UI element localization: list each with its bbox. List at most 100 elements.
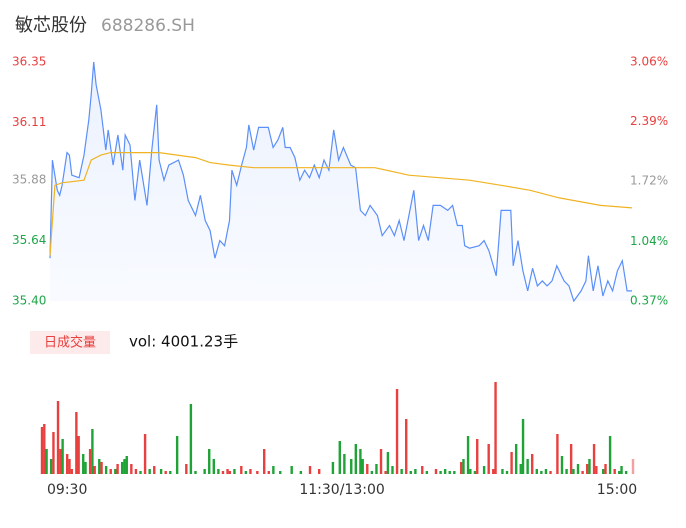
volume-bar: [540, 471, 543, 474]
volume-bar: [279, 471, 282, 474]
volume-bar: [350, 459, 353, 474]
volume-bar: [576, 464, 580, 474]
x-tick-label: 09:30: [47, 482, 87, 498]
volume-bar: [59, 449, 62, 474]
volume-bar: [572, 469, 575, 474]
volume-bar: [109, 469, 112, 474]
volume-bar: [256, 471, 259, 474]
volume-bar: [569, 444, 573, 474]
volume-bar: [244, 471, 248, 474]
volume-bar: [421, 466, 424, 474]
volume-bar: [308, 466, 312, 474]
volume-bar: [462, 459, 465, 474]
volume-bar: [68, 459, 71, 474]
volume-bar: [139, 471, 142, 474]
volume-bar: [159, 469, 163, 474]
legend-label: 日成交量: [44, 335, 96, 351]
volume-bar: [88, 449, 92, 474]
volume-bar: [531, 454, 534, 474]
y-tick-label: 35.64: [12, 233, 46, 247]
volume-bar: [130, 464, 133, 474]
legend-badge: [30, 331, 110, 354]
volume-bar: [434, 469, 438, 474]
y-tick-label: 35.40: [12, 294, 46, 308]
volume-bar: [217, 469, 220, 474]
volume-bar: [70, 469, 73, 474]
volume-bar: [228, 471, 232, 474]
volume-bar: [501, 469, 504, 474]
volume-bar: [125, 456, 128, 474]
volume-bar: [56, 401, 60, 474]
volume-bar: [77, 436, 80, 474]
volume-bar: [526, 459, 529, 474]
volume-bar: [82, 454, 85, 474]
volume-bar: [338, 441, 341, 474]
volume-bar: [544, 469, 548, 474]
volume-bar: [608, 436, 612, 474]
volume-bar: [519, 464, 522, 474]
volume-bar: [386, 452, 390, 474]
volume-bar: [581, 471, 584, 474]
volume-bar: [366, 464, 369, 474]
volume-bar: [476, 439, 479, 474]
x-tick-label: 11:30/13:00: [299, 482, 384, 498]
volume-bar: [203, 469, 206, 474]
y2-tick-label: 2.39%: [630, 114, 668, 128]
volume-bar: [549, 471, 552, 474]
volume-bar: [185, 464, 188, 474]
volume-bar: [459, 462, 463, 474]
volume-bar: [604, 464, 607, 474]
volume-bar: [93, 466, 96, 474]
volume-annotation: vol: 4001.23手: [129, 333, 238, 351]
y2-tick-label: 1.72%: [630, 174, 668, 188]
volume-bar: [620, 466, 623, 474]
volume-bar: [556, 434, 559, 474]
volume-bar: [453, 471, 456, 474]
volume-bar: [148, 469, 151, 474]
volume-bar: [153, 466, 156, 474]
volume-bar: [448, 471, 451, 474]
volume-bar: [116, 464, 119, 474]
y2-tick-label: 1.04%: [630, 234, 668, 248]
volume-bar: [164, 471, 167, 474]
volume-bar: [624, 471, 628, 474]
volume-bar: [49, 459, 53, 474]
volume-bar: [354, 444, 358, 474]
volume-bar: [100, 462, 103, 474]
volume-bar: [40, 427, 44, 474]
volume-bar: [45, 449, 48, 474]
volume-bar: [439, 471, 442, 474]
volume-bar: [169, 471, 172, 474]
volume-bar: [618, 471, 621, 474]
volume-bar: [409, 471, 413, 474]
volume-bar: [240, 466, 243, 474]
stock-name: 敏芯股份: [15, 15, 87, 36]
volume-bar: [65, 454, 69, 474]
volume-bar: [208, 449, 211, 474]
volume-bar: [565, 469, 568, 474]
volume-bar: [514, 444, 518, 474]
volume-bar: [505, 471, 509, 474]
volume-bar: [212, 459, 216, 474]
volume-bar: [299, 471, 303, 474]
volume-bar: [395, 389, 399, 474]
volume-bar: [343, 454, 346, 474]
volume-bar: [52, 432, 55, 474]
volume-bar: [75, 412, 78, 474]
volume-bar: [143, 434, 147, 474]
volume-bar: [359, 449, 362, 474]
volume-bar: [631, 459, 635, 474]
volume-bar: [425, 471, 429, 474]
volume-bar: [267, 471, 270, 474]
volume-bar: [588, 459, 591, 474]
volume-bar: [560, 456, 564, 474]
volume-bar: [189, 404, 193, 474]
volume-bar: [384, 471, 387, 474]
volume-bar: [521, 419, 525, 474]
average-line: [49, 152, 633, 256]
volume-bar: [510, 452, 513, 474]
price-line: [49, 61, 632, 303]
volume-bar: [391, 466, 394, 474]
volume-bar: [585, 464, 589, 474]
x-tick-label: 15:00: [597, 482, 637, 498]
